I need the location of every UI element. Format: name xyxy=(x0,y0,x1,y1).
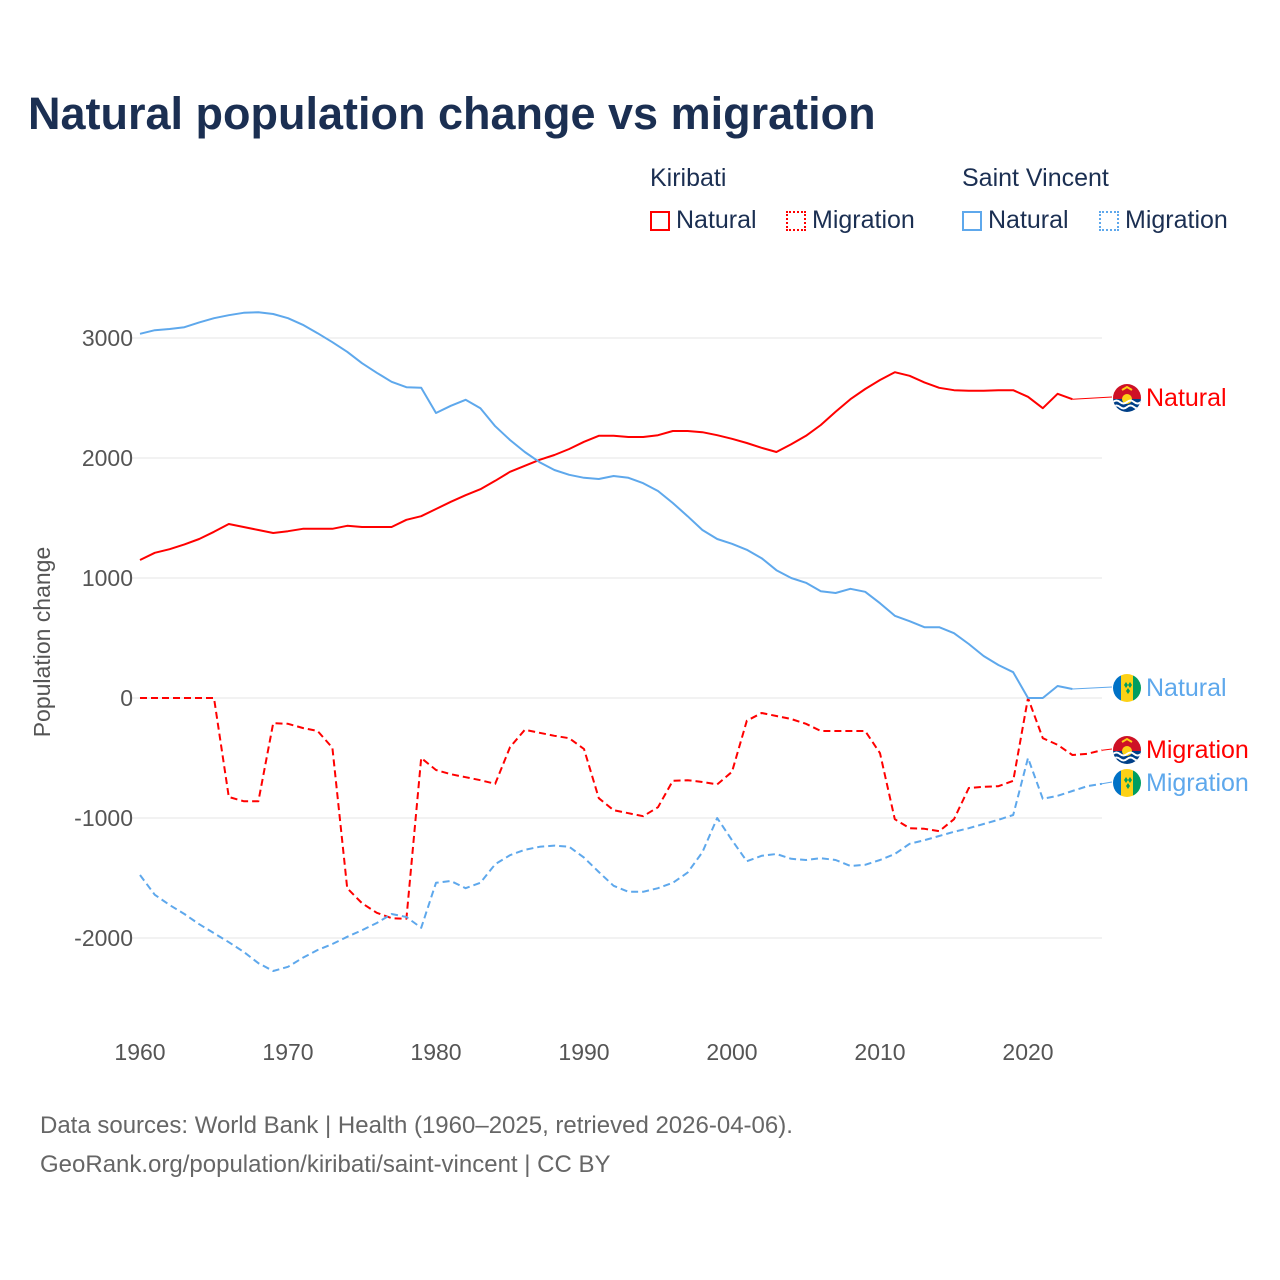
legend-group-kiribati: Kiribati xyxy=(650,164,727,192)
legend-label: Natural xyxy=(988,206,1069,234)
y-tick-label: -1000 xyxy=(74,805,133,831)
legend-kiribati-migration[interactable]: Migration xyxy=(786,206,915,235)
y-axis-label: Population change xyxy=(29,547,55,738)
series-line-kiribati-migration xyxy=(140,697,1103,920)
end-label-saint-vincent-migration: Migration xyxy=(1146,769,1249,797)
kiribati-flag-icon xyxy=(1113,736,1141,764)
y-tick-label: 1000 xyxy=(82,565,133,591)
y-tick-label: 3000 xyxy=(82,325,133,351)
y-tick-label: 2000 xyxy=(82,445,133,471)
series-line-saint-vincent-migration xyxy=(139,757,1103,972)
y-tick-label: 0 xyxy=(120,685,133,711)
footer: Data sources: World Bank | Health (1960–… xyxy=(40,1106,793,1184)
x-tick-label: 1980 xyxy=(410,1039,461,1065)
x-tick-label: 1990 xyxy=(558,1039,609,1065)
legend-label: Migration xyxy=(1125,206,1228,234)
legend-swatch-dotted xyxy=(786,210,806,231)
x-tick-label: 1970 xyxy=(262,1039,313,1065)
x-tick-label: 1960 xyxy=(114,1039,165,1065)
y-tick-label: -2000 xyxy=(74,925,133,951)
saint-vincent-flag-icon xyxy=(1113,769,1141,797)
saint-vincent-flag-icon xyxy=(1113,674,1141,702)
legend-group-saint-vincent: Saint Vincent xyxy=(962,164,1109,192)
x-tick-label: 2010 xyxy=(854,1039,905,1065)
legend-label: Natural xyxy=(676,206,757,234)
end-label-saint-vincent-natural: Natural xyxy=(1146,674,1227,702)
label-connector xyxy=(1072,686,1113,690)
legend-swatch-dotted xyxy=(1099,210,1119,231)
label-connector xyxy=(1072,396,1113,400)
attribution-link[interactable]: GeoRank.org/population/kiribati/saint-vi… xyxy=(40,1151,611,1178)
label-connector xyxy=(1101,748,1113,751)
x-tick-label: 2000 xyxy=(706,1039,757,1065)
kiribati-flag-icon xyxy=(1113,384,1141,412)
legend-swatch-solid xyxy=(650,210,670,231)
end-label-kiribati-natural: Natural xyxy=(1146,384,1227,412)
legend-kiribati-natural[interactable]: Natural xyxy=(650,206,757,235)
end-label-kiribati-migration: Migration xyxy=(1146,736,1249,764)
legend-swatch-solid xyxy=(962,210,982,231)
legend-saint-vincent-natural[interactable]: Natural xyxy=(962,206,1069,235)
series-line-kiribati-natural xyxy=(139,371,1073,561)
legend-label: Migration xyxy=(812,206,915,234)
series-line-saint-vincent-natural xyxy=(139,311,1073,699)
legend-saint-vincent-migration[interactable]: Migration xyxy=(1099,206,1228,235)
source-text: Data sources: World Bank | Health (1960–… xyxy=(40,1112,793,1139)
x-tick-label: 2020 xyxy=(1002,1039,1053,1065)
chart-title: Natural population change vs migration xyxy=(28,88,876,139)
label-connector xyxy=(1101,781,1113,785)
